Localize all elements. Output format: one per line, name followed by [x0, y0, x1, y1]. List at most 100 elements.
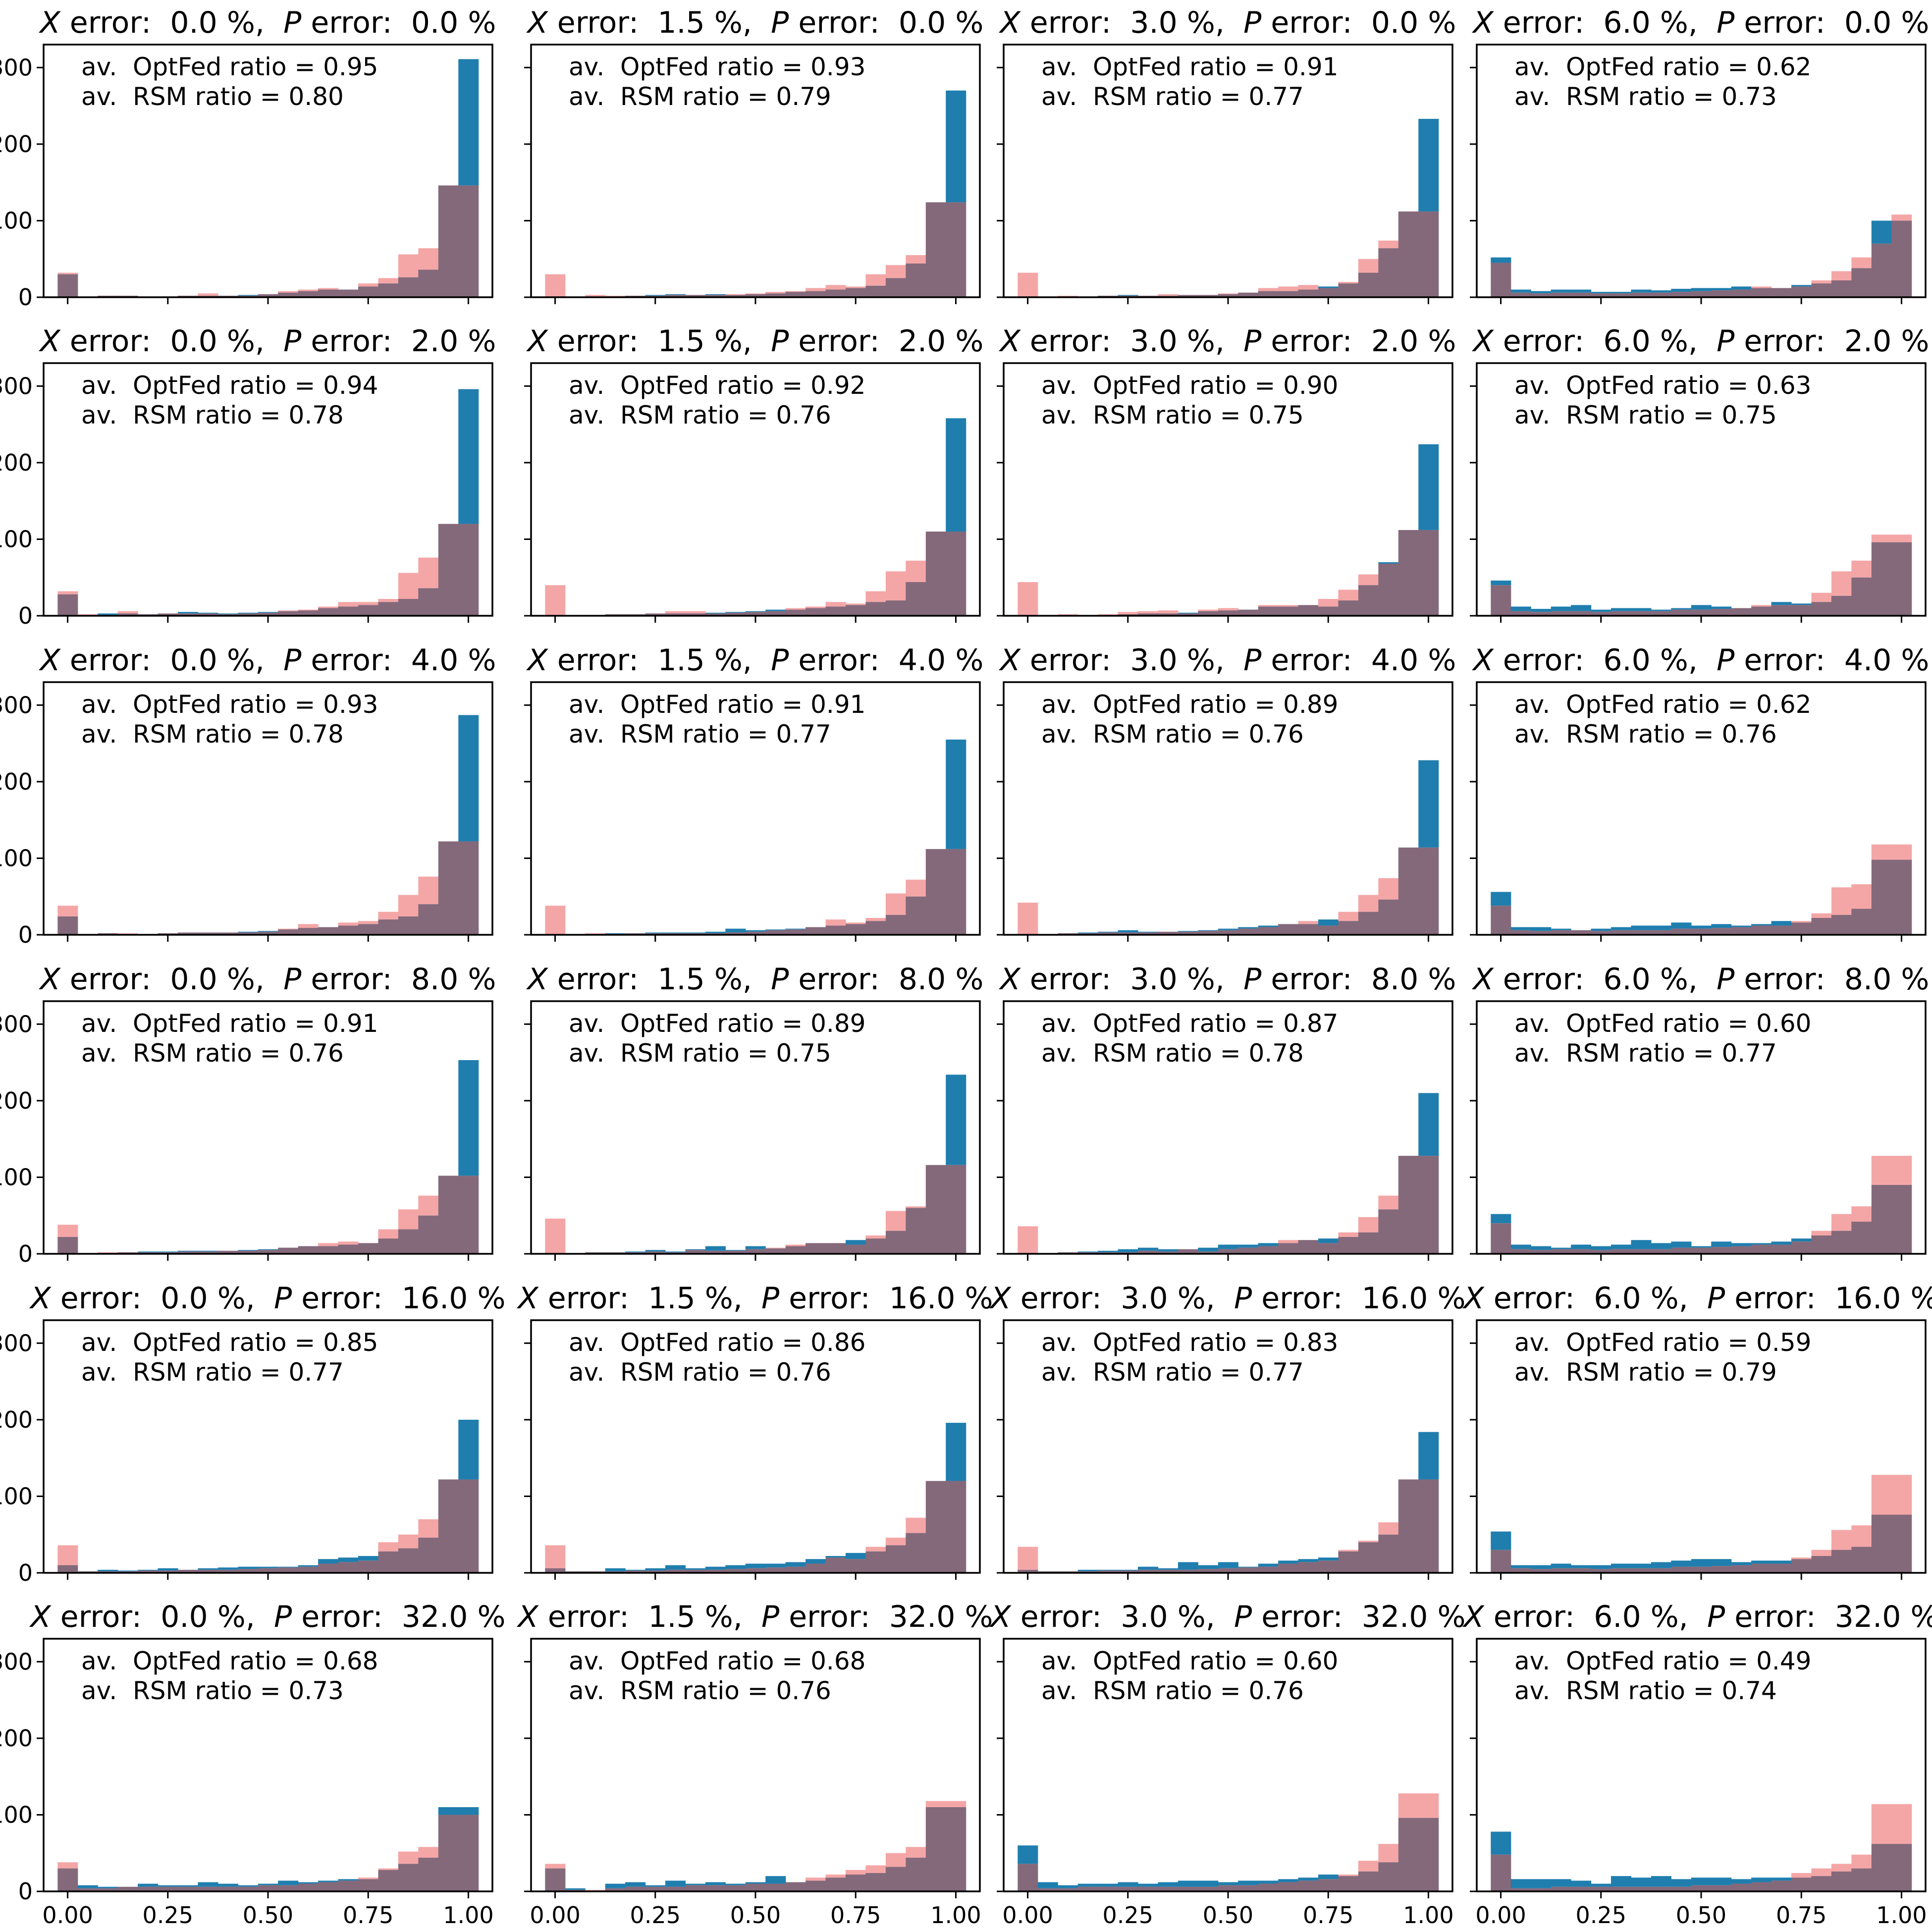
optfed-bar	[1691, 1878, 1712, 1885]
optfed-bar	[1691, 1559, 1712, 1567]
y-tick-label: 300	[0, 373, 33, 399]
overlap-bar	[785, 1566, 806, 1573]
overlap-bar	[1771, 1563, 1792, 1573]
overlap-bar	[458, 841, 479, 935]
optfed-bar	[1691, 1246, 1712, 1248]
rsm-bar	[1811, 1231, 1832, 1235]
overlap-bar	[1338, 600, 1359, 616]
overlap-bar	[258, 1885, 278, 1891]
overlap-bar	[885, 600, 906, 616]
overlap-bar	[238, 1569, 259, 1573]
overlap-bar	[1891, 542, 1912, 616]
optfed-ratio-annotation: av. OptFed ratio = 0.86	[569, 1328, 865, 1357]
x-tick-label: 0.75	[343, 1902, 393, 1929]
overlap-bar	[745, 612, 766, 616]
overlap-bar	[1531, 293, 1552, 297]
overlap-bar	[1058, 1888, 1078, 1891]
overlap-bar	[177, 932, 199, 935]
overlap-bar	[1751, 606, 1772, 616]
optfed-bar	[1591, 1883, 1611, 1887]
overlap-bar	[278, 611, 299, 616]
optfed-bar	[1178, 1562, 1198, 1570]
rsm-bar	[1137, 611, 1159, 614]
y-tick-label: 100	[0, 1164, 33, 1190]
overlap-bar	[1238, 609, 1259, 616]
rsm-bar	[1891, 1804, 1912, 1844]
overlap-bar	[1631, 1568, 1652, 1573]
optfed-bar	[1098, 1569, 1119, 1571]
optfed-bar	[1751, 924, 1772, 926]
rsm-bar	[117, 933, 138, 934]
overlap-bar	[1651, 611, 1671, 616]
overlap-bar	[906, 896, 926, 935]
rsm-bar	[57, 272, 78, 274]
overlap-bar	[705, 1569, 726, 1573]
overlap-bar	[1631, 611, 1652, 616]
panel-title: X error: 6.0 %, P error: 0.0 %	[1472, 5, 1930, 40]
overlap-bar	[1551, 930, 1571, 935]
overlap-bar	[645, 1886, 666, 1891]
optfed-bar	[1418, 1432, 1439, 1480]
rsm-bar	[1298, 921, 1319, 924]
overlap-bar	[1278, 1563, 1299, 1573]
overlap-bar	[298, 1246, 319, 1254]
bars	[1491, 215, 1912, 297]
rsm-bar	[1871, 1156, 1892, 1185]
rsm-bar	[1358, 1861, 1379, 1872]
overlap-bar	[1178, 1886, 1198, 1891]
overlap-bar	[418, 1215, 439, 1254]
overlap-bar	[358, 924, 379, 935]
optfed-bar	[1510, 1565, 1531, 1568]
optfed-bar	[1198, 1565, 1219, 1569]
overlap-bar	[458, 185, 479, 297]
overlap-bar	[1811, 602, 1832, 616]
overlap-bar	[1551, 292, 1571, 297]
rsm-bar	[418, 1195, 439, 1216]
overlap-bar	[1338, 1876, 1359, 1891]
optfed-bar	[1178, 612, 1198, 614]
overlap-bar	[1158, 1569, 1179, 1573]
optfed-bar	[1751, 1878, 1772, 1882]
overlap-bar	[685, 1250, 706, 1254]
overlap-bar	[318, 1563, 339, 1573]
y-tick-label: 0	[18, 1240, 33, 1267]
overlap-bar	[906, 582, 926, 616]
overlap-bar	[1571, 1568, 1592, 1573]
overlap-bar	[1318, 606, 1339, 616]
y-tick-label: 100	[0, 1801, 33, 1828]
optfed-bar	[1551, 1563, 1571, 1568]
overlap-bar	[1751, 1882, 1772, 1891]
optfed-ratio-annotation: av. OptFed ratio = 0.60	[1041, 1647, 1338, 1675]
rsm-bar	[545, 906, 566, 935]
rsm-ratio-annotation: av. RSM ratio = 0.76	[1041, 1676, 1304, 1705]
optfed-bar	[725, 1565, 746, 1569]
overlap-bar	[946, 1481, 966, 1573]
optfed-bar	[1298, 1878, 1319, 1881]
overlap-bar	[1238, 292, 1259, 297]
x-tick-label: 0.75	[1303, 1902, 1353, 1929]
rsm-ratio-annotation: av. RSM ratio = 0.77	[1041, 82, 1304, 111]
overlap-bar	[1218, 294, 1238, 297]
x-tick-label: 0.25	[1103, 1902, 1153, 1929]
optfed-bar	[1631, 925, 1652, 930]
y-tick-label: 100	[0, 845, 33, 871]
overlap-bar	[1491, 585, 1511, 616]
rsm-bar	[1338, 1875, 1359, 1877]
overlap-bar	[158, 1886, 178, 1891]
rsm-ratio-annotation: av. RSM ratio = 0.78	[81, 720, 344, 749]
optfed-bar	[785, 1562, 806, 1567]
overlap-bar	[1811, 1235, 1832, 1254]
overlap-bar	[1510, 930, 1531, 935]
overlap-bar	[705, 1250, 726, 1254]
overlap-bar	[1671, 928, 1692, 935]
optfed-bar	[238, 1566, 259, 1569]
overlap-bar	[1771, 288, 1792, 297]
overlap-bar	[1358, 1871, 1379, 1891]
x-tick-label: 1.00	[1403, 1902, 1453, 1929]
optfed-bar	[605, 1883, 626, 1888]
optfed-bar	[705, 1882, 726, 1885]
overlap-bar	[805, 1880, 826, 1891]
overlap-bar	[885, 278, 906, 297]
overlap-bar	[1298, 1562, 1319, 1573]
bars	[545, 1074, 966, 1254]
